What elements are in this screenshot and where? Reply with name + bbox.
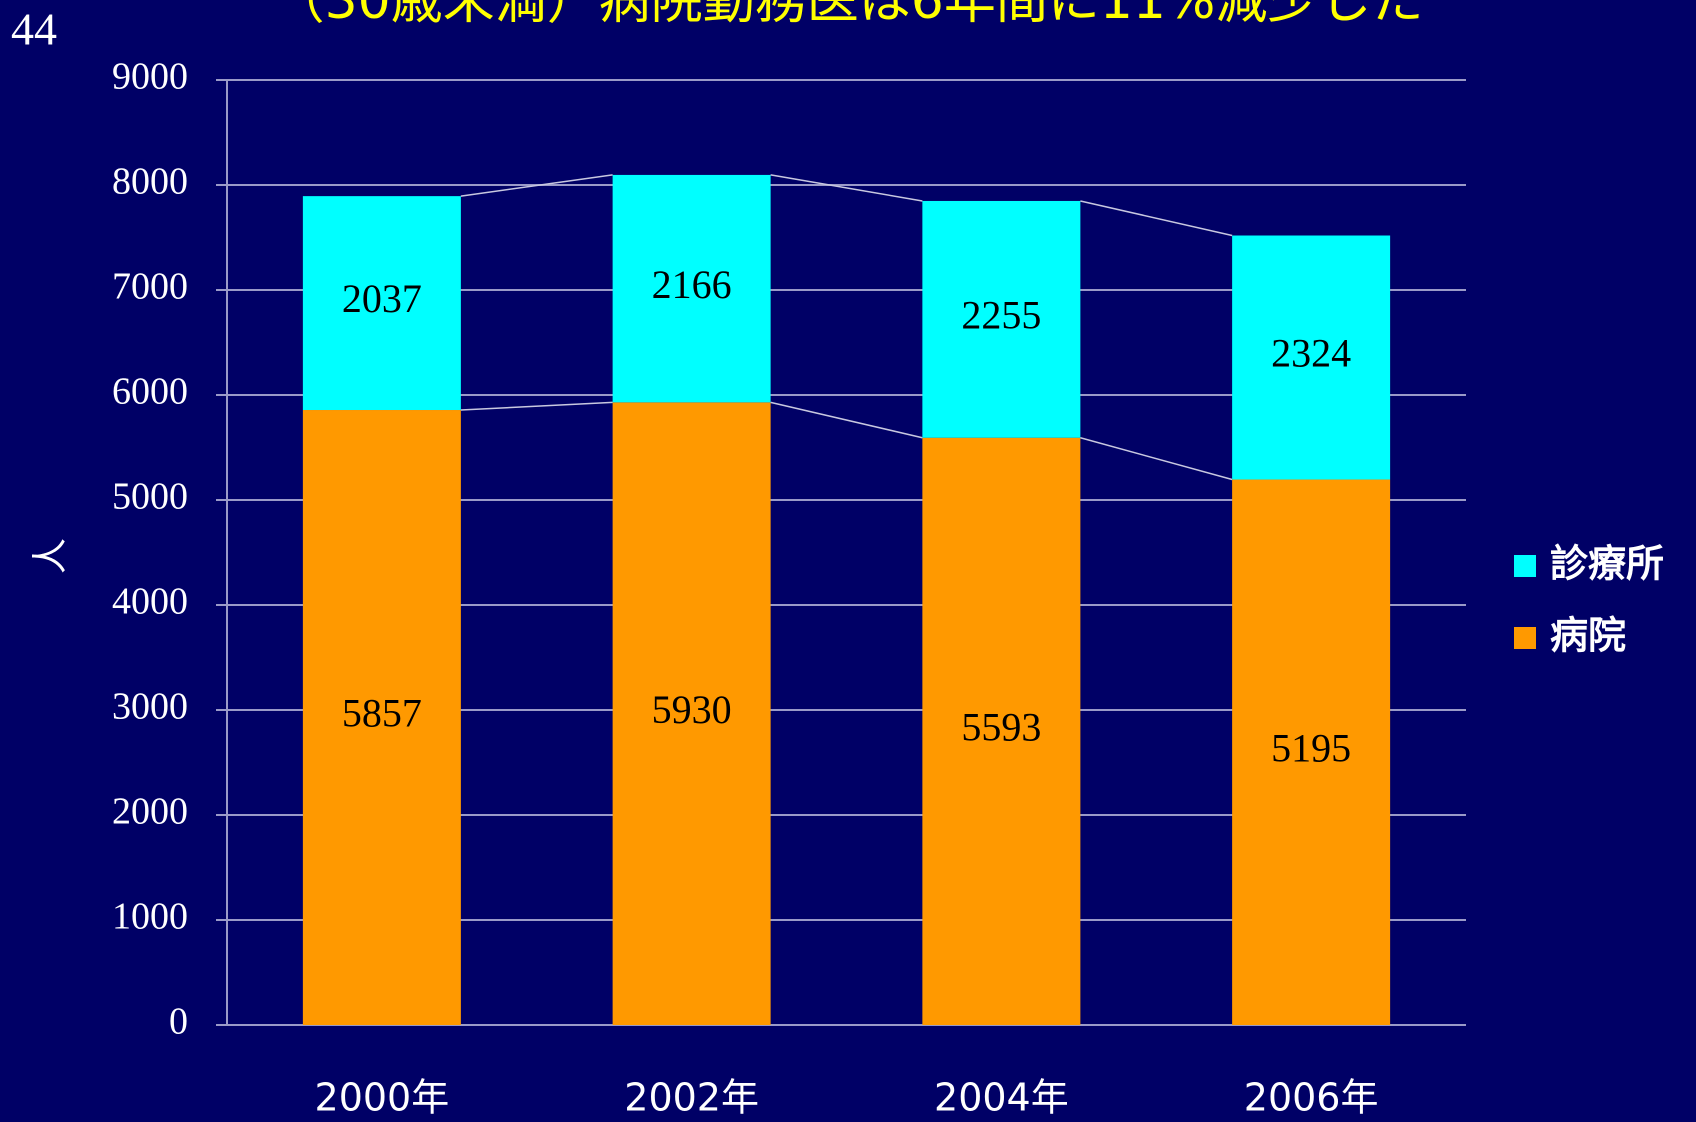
x-tick-label: 2006年 — [1244, 1076, 1379, 1120]
legend-label: 診療所 — [1550, 542, 1664, 586]
y-tick-label: 7000 — [112, 266, 188, 308]
bar-segment — [302, 196, 461, 411]
y-tick-label: 2000 — [112, 791, 188, 833]
data-label: 2255 — [961, 293, 1041, 338]
y-tick-label: 9000 — [112, 56, 188, 98]
bar-segment — [612, 402, 771, 1026]
y-tick-label: 4000 — [112, 581, 188, 623]
legend-swatch — [1514, 555, 1536, 577]
series-line — [460, 174, 613, 197]
y-tick-label: 3000 — [112, 686, 188, 728]
y-tick-label: 6000 — [112, 371, 188, 413]
y-tick-label: 5000 — [112, 476, 188, 518]
x-tick-label: 2004年 — [934, 1076, 1069, 1120]
data-label: 5593 — [961, 705, 1041, 750]
data-label: 5195 — [1271, 725, 1351, 770]
y-tick-label: 8000 — [112, 161, 188, 203]
data-label: 5857 — [342, 691, 422, 736]
bar-segment — [612, 174, 771, 403]
series-line — [460, 401, 613, 411]
y-tick-label: 1000 — [112, 896, 188, 938]
bar-segment — [302, 410, 461, 1025]
bar-segment — [922, 200, 1081, 438]
bar-segment — [1232, 235, 1391, 480]
page-number: 44 — [11, 4, 57, 55]
x-tick-label: 2002年 — [624, 1076, 759, 1120]
series-line — [1080, 200, 1233, 237]
bar-segment — [922, 437, 1081, 1025]
y-tick-label: 0 — [169, 1001, 188, 1043]
y-axis-label: 人 — [30, 538, 71, 574]
data-label: 2166 — [652, 262, 732, 307]
data-label: 5930 — [652, 687, 732, 732]
data-label: 2324 — [1271, 331, 1351, 376]
series-line — [770, 401, 923, 439]
series-line — [770, 174, 923, 202]
data-label: 2037 — [342, 276, 422, 321]
legend-swatch — [1514, 627, 1536, 649]
bar-segment — [1232, 479, 1391, 1025]
legend-label: 病院 — [1550, 614, 1626, 658]
series-line — [1080, 437, 1233, 481]
x-tick-label: 2000年 — [315, 1076, 450, 1120]
chart-title: （30歳未満）病院勤務医は6年間に11%減少した — [273, 0, 1424, 31]
